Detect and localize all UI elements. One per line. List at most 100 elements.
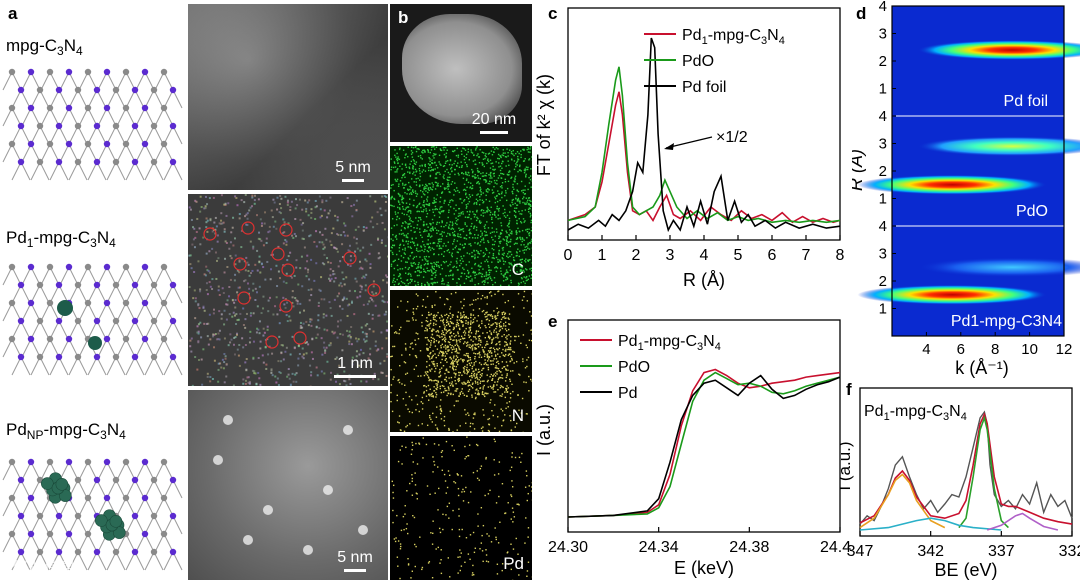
eds-dot [428, 560, 431, 563]
eds-dot [520, 213, 523, 215]
eds-dot [403, 213, 405, 216]
eds-dot [428, 325, 430, 327]
eds-dot [514, 181, 516, 183]
eds-dot [502, 154, 505, 157]
noise-pixel [257, 237, 260, 240]
eds-dot [494, 381, 496, 383]
eds-dot [457, 400, 459, 402]
eds-dot [452, 339, 454, 342]
eds-dot [426, 243, 428, 245]
eds-dot [496, 381, 499, 383]
eds-dot [399, 195, 401, 197]
eds-dot [492, 146, 494, 149]
noise-pixel [279, 194, 282, 197]
eds-dot [426, 360, 428, 363]
eds-dot [497, 349, 499, 351]
eds-dot [455, 217, 457, 219]
eds-dot [458, 374, 460, 377]
eds-dot [436, 383, 439, 385]
eds-dot [432, 314, 435, 317]
eds-dot [427, 169, 430, 172]
eds-dot [517, 170, 519, 173]
eds-dot [469, 322, 472, 324]
eds-dot [444, 344, 447, 347]
eds-dot [492, 337, 495, 339]
noise-pixel [248, 382, 251, 385]
eds-dot [406, 301, 409, 303]
eds-dot [474, 242, 476, 244]
eds-dot [451, 224, 454, 227]
eds-dot [422, 437, 424, 439]
eds-dot [520, 264, 522, 267]
atom [36, 512, 44, 520]
eds-dot [479, 190, 482, 192]
lattice-c [2, 458, 183, 571]
noise-pixel [324, 350, 327, 353]
single-atom-marker [237, 291, 251, 305]
eds-dot [450, 322, 453, 324]
eds-dot [530, 229, 532, 232]
eds-dot [396, 180, 398, 182]
eds-dot [500, 222, 502, 224]
eds-dot [497, 290, 499, 293]
atom [8, 68, 16, 76]
noise-pixel [229, 278, 232, 281]
noise-pixel [386, 281, 388, 284]
noise-pixel [305, 275, 308, 278]
eds-dot [466, 186, 468, 188]
eds-dot [463, 337, 466, 340]
eds-dot [527, 527, 530, 529]
eds-dot [412, 189, 414, 191]
eds-dot [466, 373, 468, 375]
noise-pixel [206, 230, 209, 233]
eds-dot [418, 270, 421, 272]
noise-pixel [296, 300, 299, 303]
eds-dot [500, 192, 503, 195]
eds-dot [427, 260, 429, 262]
eds-dot [421, 325, 423, 327]
noise-pixel [383, 228, 386, 231]
eds-dot [462, 213, 464, 215]
eds-dot [487, 282, 489, 284]
atom [93, 476, 101, 484]
eds-dot [422, 193, 425, 195]
eds-dot [436, 406, 438, 408]
eds-dot [473, 249, 475, 252]
eds-dot [422, 149, 424, 152]
eds-dot [392, 484, 395, 487]
eds-dot [401, 212, 403, 215]
noise-pixel [228, 295, 231, 298]
eds-dot [428, 247, 430, 249]
eds-dot [498, 240, 501, 243]
eds-dot [434, 492, 436, 494]
eds-dot [459, 338, 462, 341]
eds-dot [427, 384, 430, 387]
noise-pixel [326, 216, 329, 219]
eds-dot [486, 374, 488, 376]
atom [141, 140, 149, 148]
eds-dot [515, 360, 518, 363]
eds-dot [433, 329, 435, 331]
eds-dot [419, 154, 422, 157]
eds-dot [466, 165, 468, 168]
eds-dot [442, 146, 445, 149]
eds-dot [506, 271, 508, 273]
eds-dot [525, 203, 528, 205]
eds-dot [411, 444, 414, 446]
eds-dot [477, 392, 480, 394]
noise-pixel [285, 282, 288, 285]
atom [169, 512, 177, 520]
eds-dot [513, 188, 515, 190]
noise-pixel [305, 352, 308, 355]
eds-dot [447, 470, 450, 472]
eds-dot [474, 343, 476, 345]
noise-pixel [348, 244, 351, 247]
noise-pixel [253, 370, 256, 373]
eds-dot [504, 328, 507, 330]
atom [8, 263, 16, 271]
eds-dot [468, 381, 470, 384]
eds-dot [443, 174, 445, 176]
eds-dot [513, 335, 516, 338]
eds-dot [485, 181, 487, 183]
eds-dot [482, 212, 484, 214]
